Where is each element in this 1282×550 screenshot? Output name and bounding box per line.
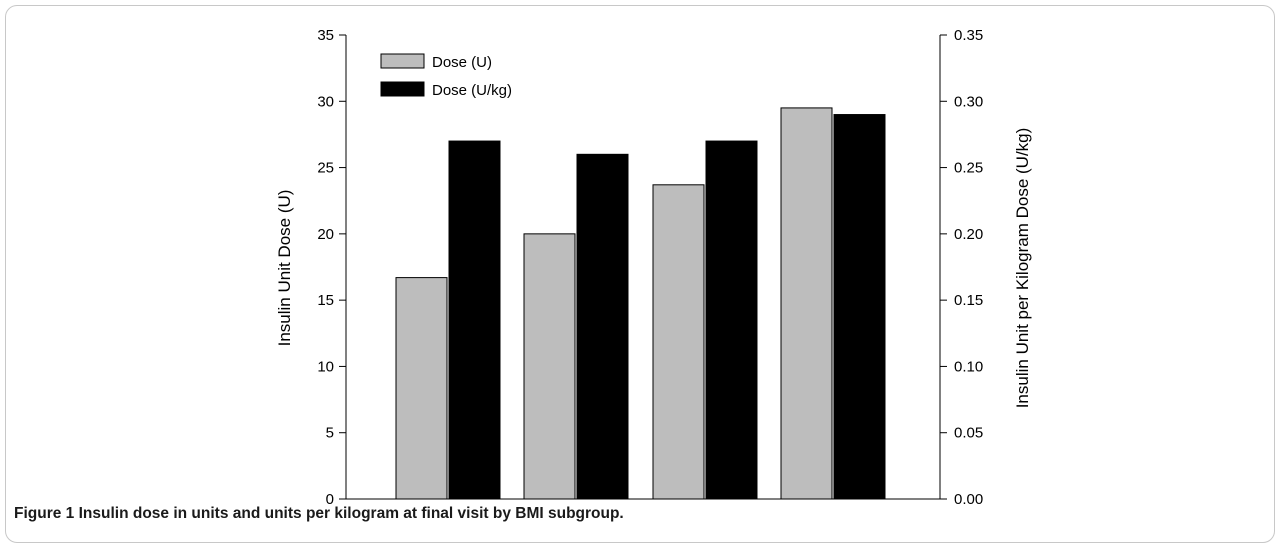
caption-text: Insulin dose in units and units per kilo… bbox=[78, 505, 624, 522]
bar-dose-u-kg bbox=[448, 140, 501, 500]
legend-label: Dose (U) bbox=[432, 54, 492, 71]
right-axis-title: Insulin Unit per Kilogram Dose (U/kg) bbox=[1013, 128, 1032, 409]
figure-frame bbox=[5, 5, 1275, 543]
right-tick-label: 0.30 bbox=[954, 93, 983, 110]
right-tick-label: 0.00 bbox=[954, 491, 983, 505]
left-tick-label: 25 bbox=[317, 160, 334, 177]
left-axis-title: Insulin Unit Dose (U) bbox=[275, 190, 294, 347]
right-tick-label: 0.05 bbox=[954, 425, 983, 442]
bar-dose-u bbox=[523, 233, 576, 500]
legend: Dose (U) Dose (U/kg) bbox=[380, 53, 512, 99]
bar-dose-u-kg bbox=[705, 140, 758, 500]
left-tick-label: 30 bbox=[317, 93, 334, 110]
left-tick-label: 15 bbox=[317, 292, 334, 309]
bar-dose-u bbox=[652, 184, 705, 500]
bar-dose-u-kg bbox=[576, 153, 629, 500]
left-tick-label: 0 bbox=[326, 491, 334, 505]
left-tick-label: 5 bbox=[326, 425, 334, 442]
caption-label: Figure 1 bbox=[14, 505, 75, 522]
right-tick-label: 0.15 bbox=[954, 292, 983, 309]
right-tick-label: 0.10 bbox=[954, 358, 983, 375]
left-tick-label: 10 bbox=[317, 358, 334, 375]
left-tick-label: 20 bbox=[317, 226, 334, 243]
right-tick-label: 0.35 bbox=[954, 27, 983, 44]
legend-label: Dose (U/kg) bbox=[432, 82, 512, 99]
figure-caption: Figure 1 Insulin dose in units and units… bbox=[14, 505, 1254, 523]
right-tick-label: 0.20 bbox=[954, 226, 983, 243]
left-tick-label: 35 bbox=[317, 27, 334, 44]
bars bbox=[395, 107, 886, 500]
bar-dose-u-kg bbox=[833, 114, 886, 500]
legend-swatch bbox=[380, 53, 425, 69]
legend-swatch bbox=[380, 81, 425, 97]
right-tick-label: 0.25 bbox=[954, 160, 983, 177]
bar-dose-u bbox=[780, 107, 833, 500]
right-y-axis: 0.00 0.05 0.10 0.15 0.20 0.25 0.30 0.35 bbox=[939, 27, 983, 505]
bar-dose-u bbox=[395, 277, 448, 500]
